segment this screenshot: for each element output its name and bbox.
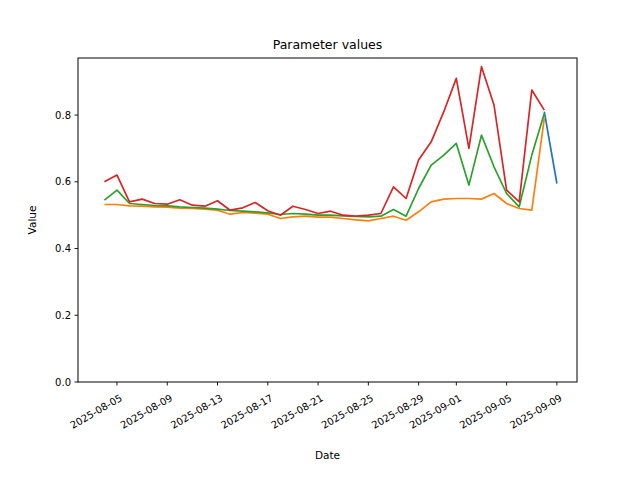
x-tick-label: 2025-08-25 [320, 392, 376, 431]
x-tick-label: 2025-09-05 [458, 392, 514, 431]
x-tick-label: 2025-08-05 [68, 392, 124, 431]
y-tick-label: 0.4 [55, 243, 71, 254]
figure: Parameter values 2025-08-052025-08-09202… [0, 0, 640, 480]
y-tick-label: 0.6 [55, 176, 71, 187]
y-tick-label: 0.2 [55, 310, 71, 321]
axis-ticks: 2025-08-052025-08-092025-08-132025-08-17… [55, 110, 564, 431]
x-tick-label: 2025-08-13 [169, 392, 225, 431]
chart-title: Parameter values [273, 37, 383, 52]
y-axis-label: Value [26, 206, 38, 235]
series-blue-line [544, 112, 557, 184]
y-tick-label: 0.0 [55, 377, 71, 388]
x-tick-label: 2025-08-21 [269, 392, 325, 431]
x-tick-label: 2025-08-09 [118, 392, 174, 431]
line-chart: Parameter values 2025-08-052025-08-09202… [0, 0, 640, 480]
y-tick-label: 0.8 [55, 110, 71, 121]
series-green-line [104, 113, 544, 216]
series-lines [104, 67, 557, 221]
series-red-line [104, 67, 544, 217]
x-tick-label: 2025-08-17 [219, 392, 275, 431]
x-axis-label: Date [315, 449, 340, 461]
x-tick-label: 2025-09-09 [508, 392, 564, 431]
plot-area-border [78, 58, 577, 382]
